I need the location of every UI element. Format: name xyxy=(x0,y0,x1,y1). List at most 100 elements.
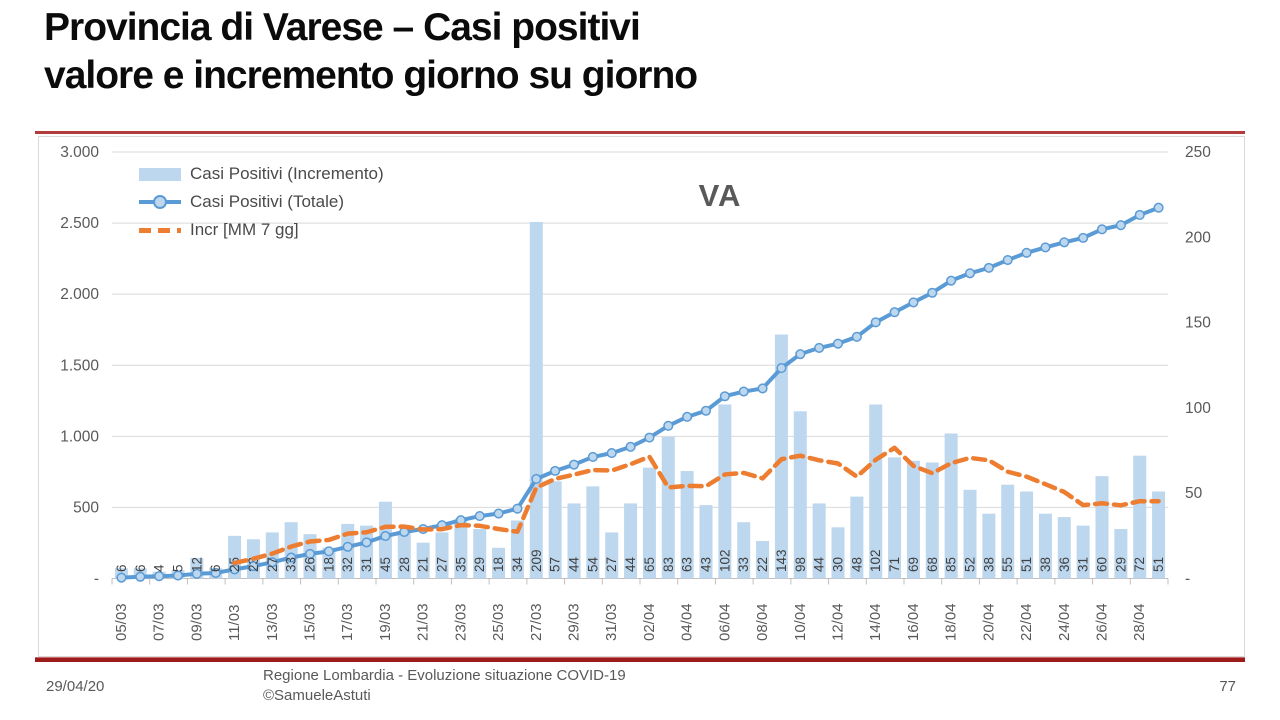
svg-text:44: 44 xyxy=(812,556,827,572)
svg-text:48: 48 xyxy=(849,557,864,572)
svg-text:38: 38 xyxy=(1038,557,1053,572)
svg-text:60: 60 xyxy=(1095,557,1110,572)
svg-text:18/04: 18/04 xyxy=(943,603,960,641)
svg-text:29: 29 xyxy=(472,557,487,572)
svg-text:25/03: 25/03 xyxy=(490,603,507,641)
svg-text:69: 69 xyxy=(906,557,921,572)
svg-text:51: 51 xyxy=(1151,557,1166,572)
svg-text:12: 12 xyxy=(189,557,204,572)
svg-text:05/03: 05/03 xyxy=(113,603,130,641)
svg-text:33: 33 xyxy=(284,557,299,572)
svg-text:200: 200 xyxy=(1185,229,1211,246)
svg-text:100: 100 xyxy=(1185,400,1211,417)
svg-text:250: 250 xyxy=(1185,144,1211,161)
chart-legend: Casi Positivi (Incremento) Casi Positivi… xyxy=(139,160,384,244)
region-label: VA xyxy=(698,178,742,213)
svg-text:07/03: 07/03 xyxy=(151,603,168,641)
svg-text:1.500: 1.500 xyxy=(60,357,99,374)
svg-text:33: 33 xyxy=(736,557,751,572)
svg-text:26: 26 xyxy=(303,557,318,572)
svg-text:15/03: 15/03 xyxy=(302,603,319,641)
svg-text:5: 5 xyxy=(171,564,186,572)
svg-text:31: 31 xyxy=(1076,557,1091,572)
legend-item-incremento: Casi Positivi (Incremento) xyxy=(139,160,384,188)
svg-text:10/04: 10/04 xyxy=(792,603,809,641)
svg-text:150: 150 xyxy=(1185,315,1211,332)
svg-text:31/03: 31/03 xyxy=(603,603,620,641)
legend-label-totale: Casi Positivi (Totale) xyxy=(190,192,344,211)
svg-text:51: 51 xyxy=(1019,557,1034,572)
svg-text:6: 6 xyxy=(114,564,129,572)
svg-text:27: 27 xyxy=(435,557,450,572)
svg-text:20/04: 20/04 xyxy=(980,603,997,641)
footer-date: 29/04/20 xyxy=(46,678,105,695)
svg-text:06/04: 06/04 xyxy=(716,603,733,641)
svg-text:52: 52 xyxy=(963,557,978,572)
svg-text:-: - xyxy=(1185,571,1190,588)
svg-text:209: 209 xyxy=(529,549,544,572)
legend-item-totale: Casi Positivi (Totale) xyxy=(139,188,384,216)
y-axis-left-labels: - 500 1.000 1.500 2.000 2.500 3.000 xyxy=(60,144,99,588)
svg-text:6: 6 xyxy=(208,564,223,572)
svg-text:30: 30 xyxy=(831,557,846,572)
bar-value-labels: 6 6 4 5 12 6 25 23 27 33 26 18 32 31 45 28 21 27 35 29 18 34 2… xyxy=(114,549,1166,572)
svg-text:57: 57 xyxy=(548,557,563,572)
dashed-line-swatch-icon xyxy=(139,227,181,233)
svg-text:14/04: 14/04 xyxy=(867,603,884,641)
svg-text:17/03: 17/03 xyxy=(339,603,356,641)
svg-text:04/04: 04/04 xyxy=(679,603,696,641)
svg-text:31: 31 xyxy=(359,557,374,572)
mm7-dashed-line xyxy=(232,445,1161,566)
svg-text:12/04: 12/04 xyxy=(830,603,847,641)
y-axis-right-labels: - 50 100 150 200 250 xyxy=(1185,144,1211,588)
svg-text:21/03: 21/03 xyxy=(415,603,432,641)
svg-text:27: 27 xyxy=(604,557,619,572)
svg-text:102: 102 xyxy=(717,549,732,572)
page-number: 77 xyxy=(1219,678,1236,695)
svg-text:19/03: 19/03 xyxy=(377,603,394,641)
svg-text:22: 22 xyxy=(755,557,770,572)
svg-text:-: - xyxy=(94,571,99,588)
svg-text:45: 45 xyxy=(378,557,393,572)
svg-text:28: 28 xyxy=(397,557,412,572)
svg-text:143: 143 xyxy=(774,549,789,572)
svg-text:32: 32 xyxy=(340,557,355,572)
svg-text:98: 98 xyxy=(793,557,808,572)
top-red-rule xyxy=(35,131,1245,134)
slide-title-line1: Provincia di Varese – Casi positivi xyxy=(44,6,641,49)
svg-text:02/04: 02/04 xyxy=(641,603,658,641)
svg-text:85: 85 xyxy=(944,557,959,572)
footer-source: Regione Lombardia - Evoluzione situazion… xyxy=(263,666,626,707)
svg-text:16/04: 16/04 xyxy=(905,603,922,641)
svg-text:83: 83 xyxy=(661,557,676,572)
slide-title-line2: valore e incremento giorno su giorno xyxy=(44,53,698,97)
svg-text:09/03: 09/03 xyxy=(188,603,205,641)
svg-text:38: 38 xyxy=(981,557,996,572)
svg-text:68: 68 xyxy=(925,557,940,572)
slide-title: Provincia di Varese – Casi positivi valo… xyxy=(44,4,1194,99)
legend-label-mm7: Incr [MM 7 gg] xyxy=(190,220,299,239)
x-axis-labels: 05/03 07/03 09/03 11/03 13/03 15/03 17/03 19/03… xyxy=(113,603,1148,641)
svg-text:08/04: 08/04 xyxy=(754,603,771,641)
svg-text:23/03: 23/03 xyxy=(452,603,469,641)
svg-text:35: 35 xyxy=(453,557,468,572)
svg-text:27/03: 27/03 xyxy=(528,603,545,641)
svg-text:50: 50 xyxy=(1185,485,1203,502)
svg-text:24/04: 24/04 xyxy=(1056,603,1073,641)
svg-text:26/04: 26/04 xyxy=(1094,603,1111,641)
svg-text:27: 27 xyxy=(265,557,280,572)
svg-text:1.000: 1.000 xyxy=(60,428,99,445)
svg-text:18: 18 xyxy=(321,557,336,572)
legend-label-incremento: Casi Positivi (Incremento) xyxy=(190,164,384,183)
svg-text:2.500: 2.500 xyxy=(60,215,99,232)
svg-text:11/03: 11/03 xyxy=(226,605,243,641)
line-marker-swatch-icon xyxy=(139,195,181,209)
svg-text:55: 55 xyxy=(1000,557,1015,572)
svg-text:65: 65 xyxy=(642,557,657,572)
bar-swatch-icon xyxy=(139,167,181,181)
chart-frame: 05/03 07/03 09/03 11/03 13/03 15/03 17/03 19/03… xyxy=(38,136,1245,657)
svg-text:29: 29 xyxy=(1113,557,1128,572)
svg-text:102: 102 xyxy=(868,549,883,572)
svg-text:22/04: 22/04 xyxy=(1018,603,1035,641)
svg-text:21: 21 xyxy=(416,557,431,572)
